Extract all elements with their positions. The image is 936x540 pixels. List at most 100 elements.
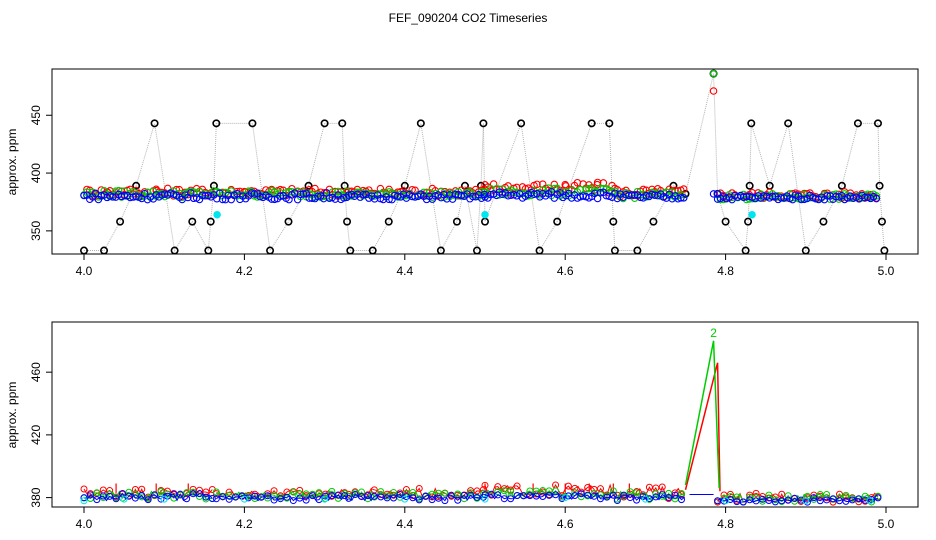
- glyph-green: [552, 487, 560, 495]
- y-tick-label: 350: [29, 221, 43, 241]
- glyph-blue: [803, 498, 811, 506]
- glyph-green: [665, 489, 673, 497]
- data-point-black: [517, 119, 526, 128]
- data-point-blue: [218, 195, 227, 204]
- glyph-red: [513, 482, 521, 490]
- x-tick-label: 4.6: [557, 517, 574, 531]
- data-point-black: [170, 246, 179, 254]
- glyph-blue: [377, 493, 385, 501]
- data-point-black: [744, 217, 753, 226]
- data-point-black: [747, 119, 756, 128]
- glyph-blue: [428, 496, 436, 504]
- glyph-blue: [874, 494, 882, 502]
- data-point-black: [472, 246, 481, 254]
- data-point-black: [100, 246, 109, 254]
- data-point-blue: [80, 191, 88, 200]
- data-point-black: [853, 119, 862, 128]
- data-point-green: [576, 185, 585, 194]
- data-point-blue: [267, 195, 276, 203]
- data-point-blue: [507, 191, 515, 199]
- series-blue: [80, 188, 881, 204]
- glyph-blue: [232, 493, 240, 501]
- glyph-blue: [752, 497, 760, 505]
- data-point-blue: [408, 192, 416, 201]
- glyph-blue: [212, 495, 220, 503]
- data-point-black: [553, 217, 562, 226]
- data-point-black: [266, 246, 275, 254]
- glyph-blue: [848, 496, 856, 504]
- glyph-blue: [829, 495, 837, 503]
- data-point-blue: [359, 190, 367, 199]
- glyph-blue: [603, 493, 611, 501]
- data-point-cyan: [561, 494, 569, 502]
- glyph-green: [784, 492, 792, 500]
- glyph-green: [596, 491, 604, 499]
- data-point-black: [206, 217, 215, 226]
- data-point-black: [741, 246, 750, 254]
- x-tick-label: 5.0: [878, 264, 895, 278]
- glyph-red: [494, 483, 502, 491]
- data-point-black: [479, 119, 488, 128]
- glyph-blue: [771, 498, 779, 506]
- glyph-red: [296, 486, 304, 494]
- x-tick-label: 4.2: [236, 517, 253, 531]
- glyph-green: [633, 489, 641, 497]
- glyph-blue: [144, 496, 152, 504]
- glyph-blue: [584, 491, 592, 499]
- glyph-blue: [409, 494, 417, 502]
- data-point-blue: [299, 190, 308, 198]
- glyph-blue: [855, 495, 863, 503]
- data-point-cyan: [120, 495, 128, 503]
- glyph-blue: [671, 491, 679, 499]
- data-point-black: [819, 217, 828, 226]
- panel-bottom-x-axis: 4.0 4.2 4.4 4.6 4.8 5.0: [76, 507, 895, 531]
- glyph-blue: [202, 493, 210, 501]
- data-point-blue: [677, 194, 685, 202]
- glyph-blue: [823, 496, 831, 504]
- data-point-black: [880, 246, 889, 254]
- glyph-red: [270, 487, 278, 495]
- y-tick-label: 380: [29, 487, 43, 507]
- glyph-blue: [270, 496, 278, 504]
- data-point-black: [605, 119, 614, 128]
- panel-top-y-label: approx. ppm: [5, 129, 19, 196]
- panel-top-x-axis: 4.0 4.2 4.4 4.6 4.8 5.0: [76, 254, 895, 278]
- glyph-green: [823, 491, 831, 499]
- glyph-blue: [620, 491, 628, 499]
- data-point-black: [188, 217, 197, 226]
- data-point-cyan: [481, 210, 489, 219]
- x-tick-label: 4.6: [557, 264, 574, 278]
- glyph-red: [402, 486, 410, 494]
- glyph-blue: [195, 490, 203, 498]
- glyph-blue: [791, 494, 799, 502]
- peak-line-red: [684, 362, 721, 492]
- glyph-blue: [264, 492, 272, 500]
- glyph-blue: [415, 496, 423, 504]
- data-point-black: [284, 217, 293, 226]
- glyph-red: [746, 491, 754, 499]
- data-point-black: [304, 181, 313, 190]
- data-point-green: [582, 185, 590, 193]
- y-tick-label: 400: [29, 163, 43, 183]
- data-point-blue: [596, 188, 605, 197]
- data-point-blue: [305, 194, 313, 202]
- glyph-blue: [626, 494, 634, 502]
- glyph-blue: [138, 491, 146, 499]
- x-tick-label: 4.4: [396, 264, 413, 278]
- y-tick-label: 450: [29, 105, 43, 125]
- glyph-blue: [225, 495, 233, 503]
- data-point-blue: [625, 191, 633, 200]
- data-point-black: [209, 181, 218, 190]
- data-point-blue: [872, 194, 881, 203]
- glyph-red: [264, 490, 272, 498]
- data-point-green: [114, 186, 123, 195]
- panel-bottom-y-axis: 380 420 460: [29, 362, 52, 508]
- glyph-blue: [157, 495, 165, 503]
- series-cyan: [213, 210, 756, 219]
- data-point-red: [679, 185, 688, 193]
- data-point-black: [416, 119, 425, 128]
- data-point-cyan: [481, 495, 489, 503]
- x-tick-label: 4.4: [396, 517, 413, 531]
- glyph-blue: [86, 491, 94, 499]
- glyph-blue: [251, 492, 259, 500]
